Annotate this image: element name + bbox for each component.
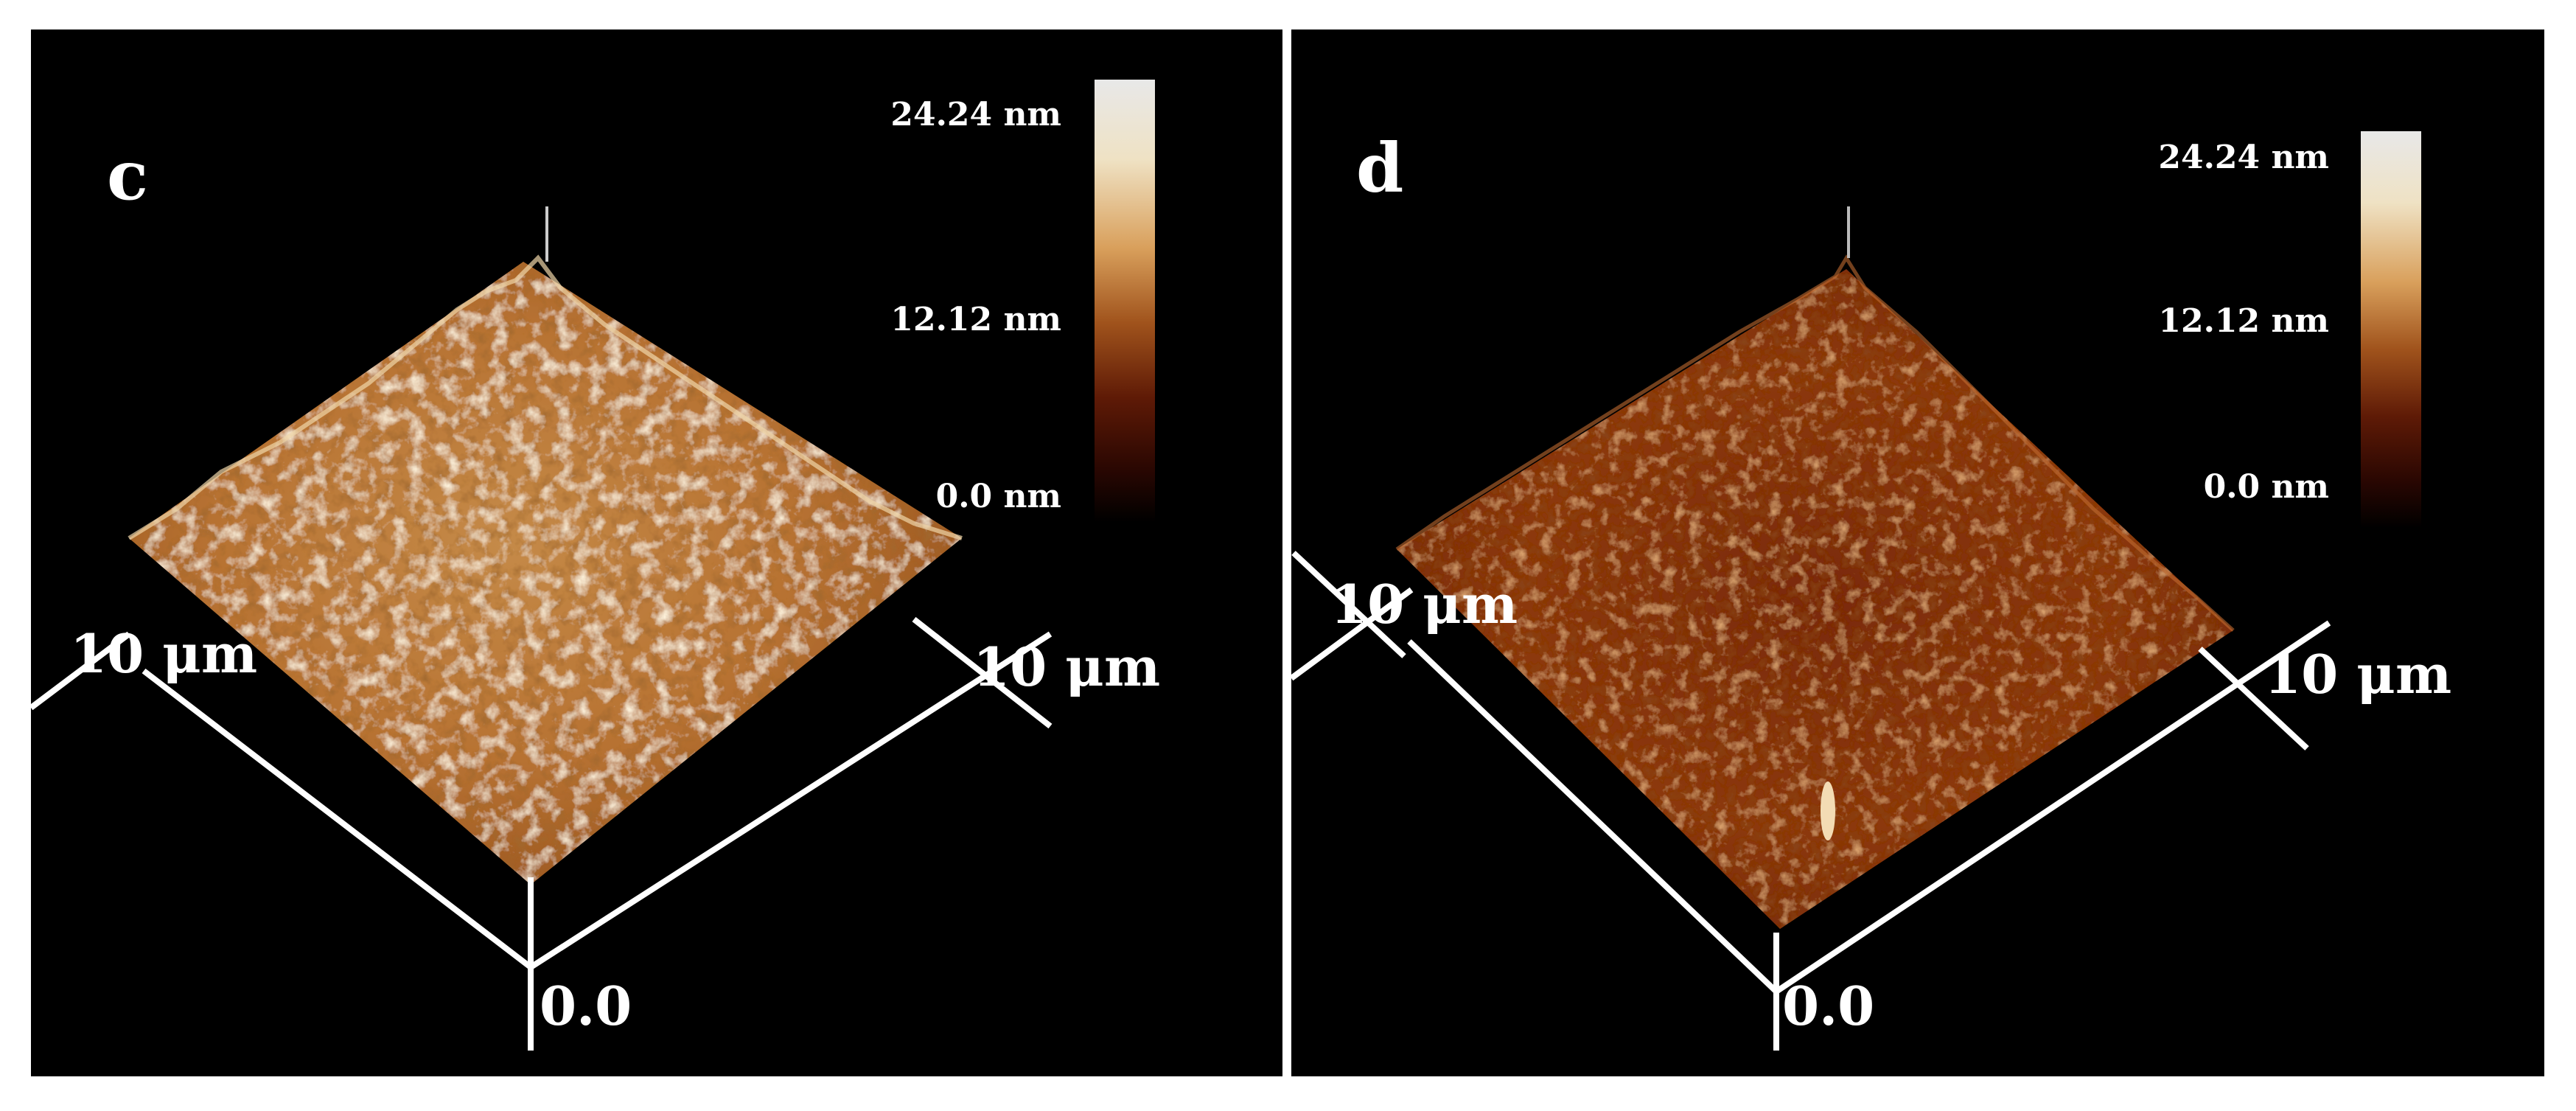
panel-c-axis-left-label: 10 μm (70, 622, 257, 685)
panel-d-axis-left-label: 10 μm (1330, 573, 1518, 635)
panel-d-colorbar-mid: 12.12 nm (2158, 302, 2329, 340)
panel-d-origin-label: 0.0 (1782, 975, 1874, 1037)
panel-c-surface (128, 206, 963, 885)
panel-d-axes (1289, 551, 2331, 1051)
panel-d-colorbar-max: 24.24 nm (2158, 139, 2329, 176)
panel-d-surface (1395, 206, 2235, 929)
panel-d: d 10 μm 10 μm 0.0 24.24 nm 12.12 nm 0.0 … (1289, 29, 2544, 1076)
panel-c-colorbar-min: 0.0 nm (936, 478, 1061, 515)
panel-c: c 10 μm 10 μm 0.0 24.24 nm 12.12 nm 0.0 … (29, 29, 1282, 1076)
panel-c-origin-label: 0.0 (540, 975, 632, 1037)
panel-d-axis-right-label: 10 μm (2264, 643, 2451, 706)
panel-c-axes (29, 616, 1053, 1051)
panel-c-letter: c (107, 136, 148, 215)
panel-d-colorbar: 24.24 nm 12.12 nm 0.0 nm (2158, 131, 2421, 528)
panel-c-axis-right-label: 10 μm (973, 635, 1160, 698)
panel-divider (1282, 29, 1291, 1076)
panel-c-colorbar-mid: 12.12 nm (890, 301, 1061, 338)
panel-c-colorbar-max: 24.24 nm (890, 96, 1061, 133)
panel-d-colorbar-min: 0.0 nm (2204, 468, 2329, 506)
panel-d-letter: d (1356, 128, 1403, 208)
panel-c-colorbar: 24.24 nm 12.12 nm 0.0 nm (890, 80, 1155, 522)
